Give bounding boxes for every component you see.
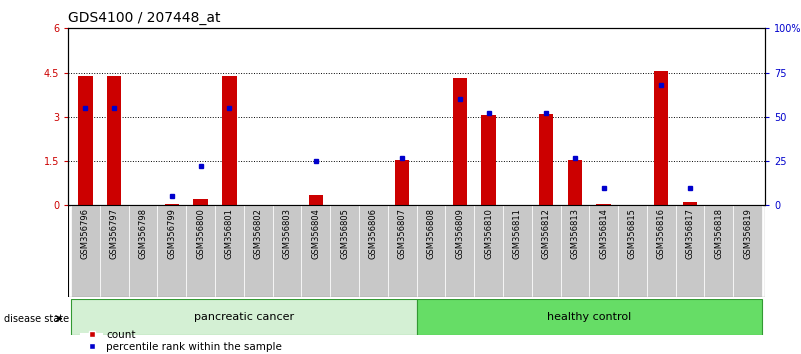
Text: GSM356815: GSM356815: [628, 208, 637, 259]
FancyBboxPatch shape: [474, 205, 503, 297]
Text: pancreatic cancer: pancreatic cancer: [194, 312, 294, 322]
Text: GDS4100 / 207448_at: GDS4100 / 207448_at: [68, 11, 220, 25]
Bar: [78, 75, 93, 205]
Legend: count, percentile rank within the sample: count, percentile rank within the sample: [78, 325, 287, 354]
Text: GSM356814: GSM356814: [599, 208, 608, 259]
Bar: [568, 160, 582, 205]
Text: GSM356813: GSM356813: [570, 208, 579, 259]
FancyBboxPatch shape: [301, 205, 330, 297]
FancyBboxPatch shape: [157, 205, 186, 297]
Text: GSM356807: GSM356807: [397, 208, 407, 259]
Text: GSM356810: GSM356810: [484, 208, 493, 259]
Bar: [683, 202, 698, 205]
FancyBboxPatch shape: [618, 205, 647, 297]
Text: GSM356819: GSM356819: [743, 208, 752, 259]
Bar: [654, 71, 669, 205]
FancyBboxPatch shape: [590, 205, 618, 297]
Bar: [539, 114, 553, 205]
Text: GSM356817: GSM356817: [686, 208, 694, 259]
FancyBboxPatch shape: [676, 205, 705, 297]
Text: GSM356796: GSM356796: [81, 208, 90, 259]
FancyBboxPatch shape: [445, 205, 474, 297]
FancyBboxPatch shape: [71, 205, 100, 297]
Bar: [481, 115, 496, 205]
Bar: [395, 160, 409, 205]
Text: GSM356808: GSM356808: [426, 208, 436, 259]
FancyBboxPatch shape: [100, 205, 128, 297]
FancyBboxPatch shape: [417, 299, 762, 335]
Text: healthy control: healthy control: [547, 312, 631, 322]
FancyBboxPatch shape: [388, 205, 417, 297]
FancyBboxPatch shape: [647, 205, 676, 297]
Text: GSM356806: GSM356806: [368, 208, 378, 259]
FancyBboxPatch shape: [733, 205, 762, 297]
FancyBboxPatch shape: [561, 205, 590, 297]
FancyBboxPatch shape: [128, 205, 157, 297]
FancyBboxPatch shape: [272, 205, 301, 297]
Text: disease state: disease state: [4, 314, 69, 324]
Text: GSM356798: GSM356798: [139, 208, 147, 259]
Bar: [597, 204, 611, 205]
Text: GSM356803: GSM356803: [283, 208, 292, 259]
Bar: [222, 75, 236, 205]
FancyBboxPatch shape: [186, 205, 215, 297]
Bar: [107, 75, 122, 205]
FancyBboxPatch shape: [503, 205, 532, 297]
Text: GSM356802: GSM356802: [254, 208, 263, 259]
Text: GSM356805: GSM356805: [340, 208, 349, 259]
Text: GSM356818: GSM356818: [714, 208, 723, 259]
FancyBboxPatch shape: [244, 205, 272, 297]
Text: GSM356809: GSM356809: [455, 208, 465, 259]
Text: GSM356812: GSM356812: [541, 208, 550, 259]
FancyBboxPatch shape: [330, 205, 359, 297]
Bar: [453, 79, 467, 205]
Text: GSM356804: GSM356804: [312, 208, 320, 259]
Text: GSM356801: GSM356801: [225, 208, 234, 259]
FancyBboxPatch shape: [417, 205, 445, 297]
Text: GSM356797: GSM356797: [110, 208, 119, 259]
Text: GSM356811: GSM356811: [513, 208, 521, 259]
FancyBboxPatch shape: [705, 205, 733, 297]
FancyBboxPatch shape: [359, 205, 388, 297]
Bar: [308, 195, 323, 205]
FancyBboxPatch shape: [532, 205, 561, 297]
Text: GSM356799: GSM356799: [167, 208, 176, 259]
Text: GSM356816: GSM356816: [657, 208, 666, 259]
FancyBboxPatch shape: [71, 299, 417, 335]
FancyBboxPatch shape: [215, 205, 244, 297]
Bar: [164, 204, 179, 205]
Text: GSM356800: GSM356800: [196, 208, 205, 259]
Bar: [193, 199, 207, 205]
